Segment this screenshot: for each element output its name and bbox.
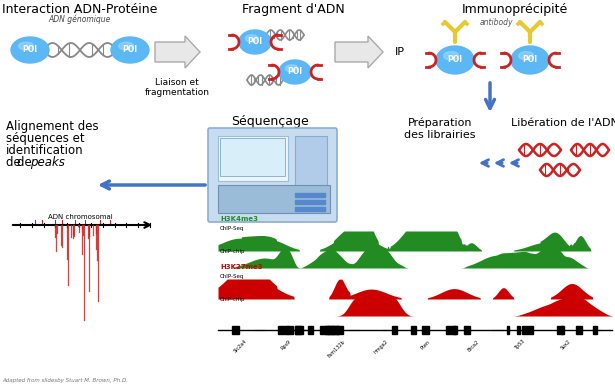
Ellipse shape: [11, 37, 49, 63]
Bar: [557, 326, 564, 334]
Ellipse shape: [119, 42, 134, 50]
Bar: [320, 326, 328, 334]
Text: H3K27me3: H3K27me3: [220, 264, 263, 270]
Text: des librairies: des librairies: [404, 130, 476, 140]
Text: POI: POI: [448, 55, 462, 65]
Text: POI: POI: [22, 45, 38, 55]
Text: Liaison et
fragmentation: Liaison et fragmentation: [145, 78, 210, 97]
Text: Séquençage: Séquençage: [231, 115, 309, 128]
Bar: [522, 326, 533, 334]
Text: Fragment d'ADN: Fragment d'ADN: [242, 3, 344, 16]
Text: IP: IP: [395, 47, 405, 57]
Text: Sox2: Sox2: [560, 339, 573, 351]
Ellipse shape: [511, 46, 549, 74]
Ellipse shape: [279, 60, 311, 84]
Text: POI: POI: [247, 37, 263, 47]
Bar: [576, 326, 582, 334]
Bar: [517, 326, 520, 334]
Bar: [422, 326, 429, 334]
Bar: [295, 193, 325, 197]
Text: ChIP-Seq: ChIP-Seq: [220, 274, 244, 279]
Bar: [446, 326, 457, 334]
Bar: [325, 326, 333, 334]
Text: POI: POI: [287, 67, 303, 77]
Bar: [287, 326, 293, 334]
Bar: [561, 326, 563, 334]
Ellipse shape: [239, 30, 271, 54]
Bar: [392, 326, 397, 334]
Polygon shape: [335, 36, 383, 68]
Ellipse shape: [443, 52, 459, 60]
Ellipse shape: [285, 65, 298, 72]
Text: ADN chromosomal: ADN chromosomal: [47, 214, 113, 220]
Text: Adapted from slidesby Stuart M. Brown, Ph.D.: Adapted from slidesby Stuart M. Brown, P…: [2, 378, 128, 383]
Bar: [411, 326, 416, 334]
FancyBboxPatch shape: [218, 185, 330, 213]
Polygon shape: [155, 36, 200, 68]
Text: Tp53: Tp53: [514, 339, 526, 351]
Text: ChIP-Seq: ChIP-Seq: [220, 226, 244, 231]
Text: Slc2a4: Slc2a4: [233, 339, 248, 354]
Bar: [295, 207, 325, 211]
Bar: [279, 326, 288, 334]
Text: Fam132b: Fam132b: [327, 339, 346, 358]
Bar: [464, 326, 470, 334]
Bar: [295, 200, 325, 204]
Bar: [453, 326, 456, 334]
Text: Alignement des: Alignement des: [6, 120, 98, 133]
FancyBboxPatch shape: [208, 128, 337, 222]
Text: Pten: Pten: [420, 339, 431, 350]
Text: H3K4me3: H3K4me3: [220, 216, 258, 222]
Text: ChIP-chip: ChIP-chip: [220, 297, 245, 302]
Bar: [593, 326, 597, 334]
Text: POI: POI: [522, 55, 538, 65]
Text: Rps9: Rps9: [280, 339, 292, 351]
Bar: [308, 326, 313, 334]
Ellipse shape: [111, 37, 149, 63]
Text: Hmga2: Hmga2: [373, 339, 389, 355]
Text: de: de: [17, 156, 36, 169]
Text: Brca2: Brca2: [467, 339, 480, 353]
Text: POI: POI: [122, 45, 138, 55]
Text: antibody: antibody: [480, 18, 514, 27]
Text: Immunoprécipité: Immunoprécipité: [462, 3, 568, 16]
Ellipse shape: [18, 42, 34, 50]
Bar: [295, 326, 303, 334]
Bar: [337, 326, 339, 334]
Text: Libération de l'ADN: Libération de l'ADN: [511, 118, 615, 128]
Text: Préparation: Préparation: [408, 118, 472, 129]
Bar: [295, 326, 301, 334]
Text: ADN génomique: ADN génomique: [49, 15, 111, 24]
FancyBboxPatch shape: [220, 138, 285, 176]
Ellipse shape: [245, 35, 258, 42]
Bar: [232, 326, 239, 334]
Text: peaks: peaks: [30, 156, 65, 169]
Ellipse shape: [518, 52, 534, 60]
Bar: [332, 326, 343, 334]
Text: Interaction ADN-Protéine: Interaction ADN-Protéine: [2, 3, 157, 16]
Text: identification: identification: [6, 144, 84, 157]
Text: de: de: [6, 156, 25, 169]
Ellipse shape: [436, 46, 474, 74]
FancyBboxPatch shape: [295, 136, 327, 186]
FancyBboxPatch shape: [218, 136, 288, 181]
Bar: [328, 326, 338, 334]
Bar: [507, 326, 509, 334]
Text: séquences et: séquences et: [6, 132, 85, 145]
Text: ChIP-chip: ChIP-chip: [220, 249, 245, 254]
